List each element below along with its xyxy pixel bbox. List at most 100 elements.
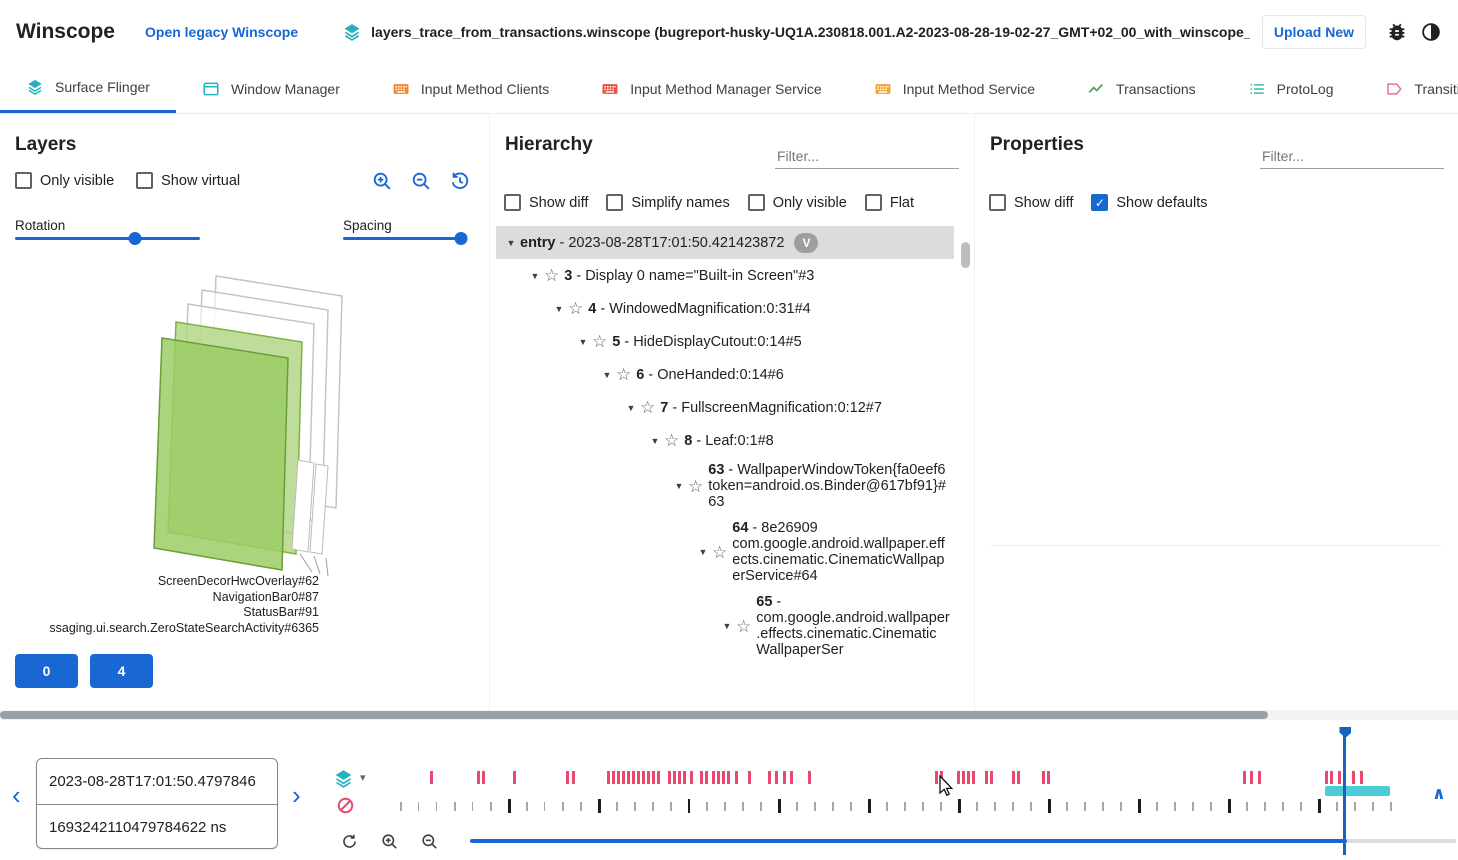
trace-event-mark[interactable] <box>699 771 703 784</box>
expand-arrow-icon[interactable]: ▼ <box>698 547 708 557</box>
trace-event-mark[interactable] <box>768 771 772 784</box>
main-horizontal-scrollbar-thumb[interactable] <box>0 711 1268 719</box>
star-icon[interactable]: ☆ <box>544 266 560 285</box>
trace-event-mark[interactable] <box>985 771 989 784</box>
layers-3d-view[interactable] <box>100 264 420 604</box>
properties-filter-input[interactable] <box>1260 144 1444 169</box>
star-icon[interactable]: ☆ <box>712 542 728 562</box>
display-button-4[interactable]: 4 <box>90 654 153 688</box>
tree-node-63[interactable]: ▼ ☆ 63 - WallpaperWindowToken{fa0eef6 toke… <box>496 457 954 515</box>
trace-event-mark[interactable] <box>636 771 640 784</box>
tree-node-7[interactable]: ▼ ☆ 7 - FullscreenMagnification:0:12#7 <box>496 391 954 424</box>
trace-event-mark[interactable] <box>683 771 687 784</box>
ticks-track[interactable] <box>400 799 1392 814</box>
trace-event-mark[interactable] <box>1258 771 1262 784</box>
hierarchy-checkbox-only-visible[interactable]: Only visible <box>747 194 847 211</box>
star-icon[interactable]: ☆ <box>664 431 680 450</box>
tab-input-method-manager-service[interactable]: Input Method Manager Service <box>575 64 847 113</box>
checkbox[interactable] <box>504 194 521 211</box>
tab-input-method-clients[interactable]: Input Method Clients <box>366 64 575 113</box>
checkbox[interactable] <box>15 172 32 189</box>
trace-event-mark[interactable] <box>678 771 682 784</box>
trace-event-mark[interactable] <box>734 771 738 784</box>
expand-arrow-icon[interactable]: ▼ <box>722 621 732 631</box>
tab-input-method-service[interactable]: Input Method Service <box>848 64 1061 113</box>
timeline-zoom-in-icon[interactable] <box>380 832 399 851</box>
star-icon[interactable]: ☆ <box>592 332 608 351</box>
spacing-slider-thumb[interactable] <box>454 232 468 245</box>
trace-event-mark[interactable] <box>621 771 625 784</box>
trace-event-mark[interactable] <box>790 771 794 784</box>
transactions-trace-icon[interactable] <box>336 796 355 815</box>
reset-zoom-icon[interactable] <box>449 170 471 192</box>
tab-transitions[interactable]: Transitions <box>1359 64 1458 113</box>
star-icon[interactable]: ☆ <box>736 616 752 636</box>
tree-node-entry[interactable]: ▼ entry - 2023-08-28T17:01:50.421423872 V <box>496 226 954 259</box>
expand-arrow-icon[interactable]: ▼ <box>674 481 684 491</box>
trace-event-mark[interactable] <box>957 771 961 784</box>
dark-mode-toggle-icon[interactable] <box>1420 21 1442 43</box>
layers-checkbox-show-virtual[interactable]: Show virtual <box>136 172 240 189</box>
checkbox[interactable] <box>136 172 154 189</box>
properties-checkbox-show-defaults[interactable]: ✓ Show defaults <box>1091 194 1207 211</box>
trace-event-mark[interactable] <box>611 771 615 784</box>
trace-event-mark[interactable] <box>990 771 994 784</box>
trace-event-mark[interactable] <box>1047 771 1051 784</box>
previous-entry-button[interactable]: ‹ <box>12 780 21 810</box>
checkbox[interactable] <box>989 194 1006 211</box>
star-icon[interactable]: ☆ <box>640 398 656 417</box>
star-icon[interactable]: ☆ <box>688 476 704 496</box>
trace-event-mark[interactable] <box>477 771 481 784</box>
timeline-cursor[interactable] <box>1343 727 1347 855</box>
trace-event-mark[interactable] <box>512 771 516 784</box>
transactions-track[interactable] <box>400 771 1390 785</box>
trace-event-mark[interactable] <box>657 771 661 784</box>
zoom-in-icon[interactable] <box>371 170 393 192</box>
spacing-slider[interactable] <box>343 232 468 245</box>
tree-node-5[interactable]: ▼ ☆ 5 - HideDisplayCutout:0:14#5 <box>496 325 954 358</box>
trace-event-mark[interactable] <box>721 771 725 784</box>
trace-event-mark[interactable] <box>1352 771 1356 784</box>
expand-arrow-icon[interactable]: ▼ <box>650 435 660 446</box>
zoom-out-icon[interactable] <box>410 170 432 192</box>
trace-event-mark[interactable] <box>572 771 576 784</box>
expand-arrow-icon[interactable]: ▼ <box>626 402 636 413</box>
timestamp-ns[interactable]: 1693242110479784622 ns <box>37 804 277 848</box>
trace-event-mark[interactable] <box>934 771 938 784</box>
expand-arrow-icon[interactable]: ▼ <box>530 270 540 281</box>
trace-event-mark[interactable] <box>482 771 486 784</box>
checkbox[interactable] <box>864 194 882 211</box>
display-button-0[interactable]: 0 <box>15 654 78 688</box>
trace-event-mark[interactable] <box>1016 771 1020 784</box>
trace-event-mark[interactable] <box>1011 771 1015 784</box>
tree-node-6[interactable]: ▼ ☆ 6 - OneHanded:0:14#6 <box>496 358 954 391</box>
tree-node-65[interactable]: ▼ ☆ 65 - com.google.android.wallpaper.effe… <box>496 589 954 663</box>
trace-event-mark[interactable] <box>716 771 720 784</box>
hierarchy-scrollbar[interactable] <box>961 232 970 702</box>
trace-event-mark[interactable] <box>1337 771 1341 784</box>
upload-new-button[interactable]: Upload New <box>1261 15 1366 49</box>
tab-surface-flinger[interactable]: Surface Flinger <box>0 64 176 113</box>
trace-event-mark[interactable] <box>972 771 976 784</box>
surface-flinger-trace-icon[interactable] <box>333 768 354 789</box>
timestamp-human[interactable]: 2023-08-28T17:01:50.4797846 <box>49 773 256 790</box>
trace-event-mark[interactable] <box>807 771 811 784</box>
collapse-timeline-button[interactable]: ∧ <box>1432 784 1446 803</box>
checkbox[interactable] <box>606 194 624 211</box>
hierarchy-checkbox-flat[interactable]: Flat <box>864 194 914 211</box>
trace-event-mark[interactable] <box>967 771 971 784</box>
trace-event-mark[interactable] <box>1250 771 1254 784</box>
trace-event-mark[interactable] <box>631 771 635 784</box>
tree-node-3[interactable]: ▼ ☆ 3 - Display 0 name="Built-in Screen"#3 <box>496 259 954 292</box>
timeline-selection[interactable] <box>1324 786 1390 796</box>
star-icon[interactable]: ☆ <box>616 365 632 384</box>
trace-event-mark[interactable] <box>1360 771 1364 784</box>
expand-arrow-icon[interactable]: ▼ <box>554 303 564 314</box>
trace-event-mark[interactable] <box>673 771 677 784</box>
tab-protolog[interactable]: ProtoLog <box>1222 64 1360 113</box>
trace-event-mark[interactable] <box>566 771 570 784</box>
trace-event-mark[interactable] <box>429 771 433 784</box>
trace-selector-caret-icon[interactable]: ▾ <box>360 772 366 784</box>
tab-window-manager[interactable]: Window Manager <box>176 64 366 113</box>
trace-event-mark[interactable] <box>606 771 610 784</box>
